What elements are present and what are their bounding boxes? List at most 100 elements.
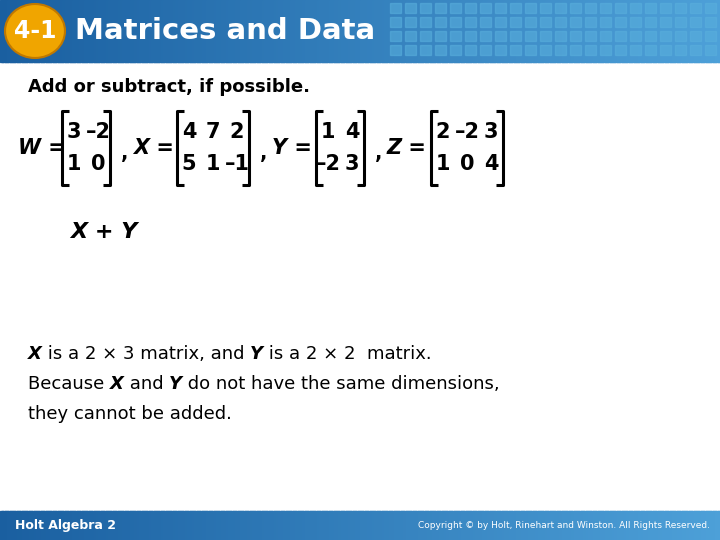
Bar [410, 0, 414, 62]
Bar [108, 511, 112, 540]
Bar [394, 511, 397, 540]
Bar [216, 0, 220, 62]
Bar [96, 0, 99, 62]
Bar [542, 0, 546, 62]
Bar [38, 511, 42, 540]
Bar [230, 511, 234, 540]
Bar [607, 0, 611, 62]
Bar [27, 511, 30, 540]
Bar [261, 0, 265, 62]
Bar [449, 511, 452, 540]
Bar [585, 0, 589, 62]
Bar [295, 0, 299, 62]
Bar [319, 511, 323, 540]
Bar [243, 0, 246, 62]
Bar [571, 511, 575, 540]
Bar [48, 0, 51, 62]
Bar [286, 511, 289, 540]
Bar [405, 3, 416, 13]
Bar [506, 0, 510, 62]
Text: Copyright © by Holt, Rinehart and Winston. All Rights Reserved.: Copyright © by Holt, Rinehart and Winsto… [418, 521, 710, 530]
Bar [540, 0, 544, 62]
Bar [444, 511, 447, 540]
Bar [9, 0, 13, 62]
Bar [144, 0, 148, 62]
Bar [293, 0, 296, 62]
Bar [322, 0, 325, 62]
Bar [711, 511, 714, 540]
Bar [322, 511, 325, 540]
Bar [643, 511, 647, 540]
Bar [163, 0, 166, 62]
Bar [451, 511, 454, 540]
Bar [465, 45, 476, 55]
Bar [660, 511, 663, 540]
Bar [91, 0, 94, 62]
Bar [510, 17, 521, 27]
Bar [456, 511, 459, 540]
Text: 5: 5 [181, 154, 197, 174]
Bar [166, 0, 169, 62]
Bar [420, 45, 431, 55]
Bar [101, 511, 104, 540]
Bar [690, 17, 701, 27]
Bar [245, 0, 248, 62]
Bar [106, 511, 109, 540]
Bar [631, 511, 634, 540]
Bar [67, 511, 71, 540]
Bar [125, 0, 128, 62]
Bar [161, 0, 164, 62]
Bar [329, 511, 332, 540]
Text: and: and [124, 375, 169, 393]
Bar [485, 511, 488, 540]
Bar [117, 511, 121, 540]
Bar [187, 0, 191, 62]
Bar [482, 0, 486, 62]
Bar [50, 0, 54, 62]
Bar [180, 511, 184, 540]
Bar [703, 0, 706, 62]
Bar [675, 45, 686, 55]
Bar [511, 511, 515, 540]
Bar [509, 511, 512, 540]
Bar [672, 0, 675, 62]
Bar [660, 17, 671, 27]
Bar [358, 511, 361, 540]
Bar [91, 511, 94, 540]
Bar [646, 511, 649, 540]
Bar [555, 3, 566, 13]
Bar [70, 511, 73, 540]
Bar [645, 3, 656, 13]
Bar [348, 511, 351, 540]
Bar [655, 0, 659, 62]
Bar [58, 0, 61, 62]
Bar [468, 511, 472, 540]
Bar [675, 31, 686, 41]
Bar [132, 0, 135, 62]
Bar [94, 511, 97, 540]
Bar [518, 511, 522, 540]
Bar [307, 511, 310, 540]
Bar [257, 511, 260, 540]
Bar [423, 511, 426, 540]
Text: 0: 0 [460, 154, 474, 174]
Bar [158, 0, 162, 62]
Bar [528, 511, 531, 540]
Text: Z =: Z = [387, 138, 427, 158]
Text: 2: 2 [230, 122, 244, 142]
Bar [225, 511, 229, 540]
Bar [53, 511, 56, 540]
Bar [365, 0, 368, 62]
Bar [358, 0, 361, 62]
Bar [662, 0, 666, 62]
Text: 4-1: 4-1 [14, 19, 56, 43]
Bar [495, 0, 498, 62]
Bar [562, 0, 565, 62]
Bar [540, 45, 551, 55]
Bar [648, 511, 652, 540]
Bar [639, 0, 642, 62]
Bar [446, 0, 450, 62]
Bar [187, 511, 191, 540]
Text: they cannot be added.: they cannot be added. [28, 405, 232, 423]
Bar [693, 511, 697, 540]
